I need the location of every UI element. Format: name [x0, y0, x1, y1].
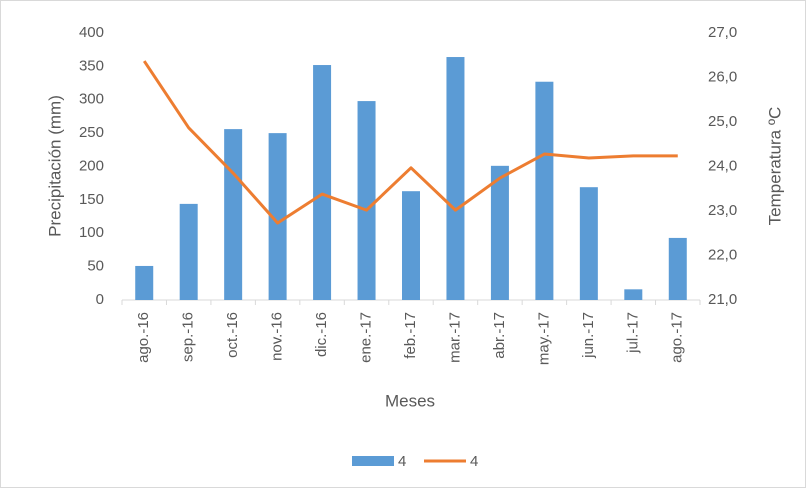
y-tick-label: 400: [79, 24, 104, 41]
y-tick-label: 350: [79, 57, 104, 74]
bar: [490, 165, 509, 300]
bar: [624, 289, 643, 300]
x-tick-label: jun.-17: [580, 312, 597, 359]
legend-label: 4: [470, 453, 478, 470]
y2-tick-label: 26,0: [708, 68, 737, 85]
x-tick-label: ago.-17: [669, 312, 686, 363]
x-tick-label: nov.-16: [269, 312, 286, 361]
y-tick-label: 200: [79, 157, 104, 174]
y2-tick-label: 24,0: [708, 157, 737, 174]
bar: [135, 265, 154, 300]
y2-axis-label: Temperatura ºC: [765, 107, 784, 226]
y-tick-label: 100: [79, 224, 104, 241]
x-tick-label: may.-17: [535, 312, 552, 365]
x-tick-label: sep.-16: [180, 312, 197, 362]
y2-tick-label: 25,0: [708, 113, 737, 130]
bar: [313, 65, 332, 300]
y2-tick-label: 22,0: [708, 246, 737, 263]
bar: [402, 191, 420, 300]
bar: [446, 57, 465, 300]
x-tick-label: mar.-17: [446, 312, 463, 363]
bar: [357, 101, 376, 301]
bar: [179, 203, 198, 300]
x-tick-label: abr.-17: [491, 312, 508, 359]
y-tick-label: 150: [79, 191, 104, 208]
x-tick-label: dic.-16: [313, 312, 330, 357]
bar: [224, 129, 243, 300]
x-tick-label: jul.-17: [624, 312, 641, 354]
y2-tick-label: 21,0: [708, 291, 737, 308]
line: [142, 60, 678, 225]
y-tick-label: 250: [79, 124, 104, 141]
x-tick-label: feb.-17: [402, 312, 419, 359]
legend-swatch: [352, 456, 394, 466]
x-tick-label: ene.-17: [358, 312, 375, 363]
y2-tick-label: 27,0: [708, 24, 737, 41]
y2-tick-label: 23,0: [708, 202, 737, 219]
x-axis-label: Meses: [385, 391, 435, 410]
y-tick-label: 300: [79, 91, 104, 108]
bar: [268, 133, 287, 300]
legend-label: 4: [398, 453, 406, 470]
bar: [668, 237, 687, 300]
y-axis-label: Precipitación (mm): [45, 95, 64, 237]
bar: [535, 81, 554, 300]
x-tick-label: oct.-16: [224, 312, 241, 358]
y-tick-label: 50: [87, 258, 104, 275]
bar: [579, 187, 598, 300]
y-tick-label: 0: [96, 291, 104, 308]
x-tick-label: ago.-16: [135, 312, 152, 363]
